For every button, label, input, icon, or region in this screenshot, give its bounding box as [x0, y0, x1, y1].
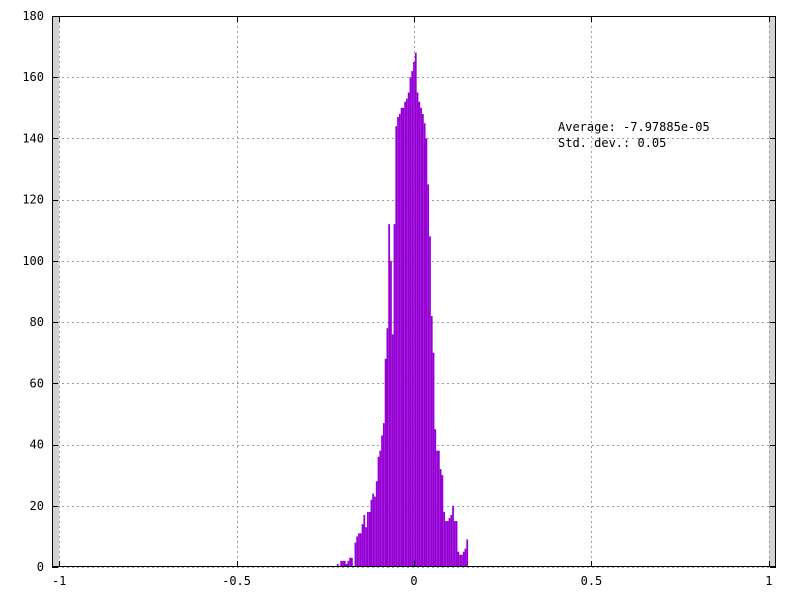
histogram-bar — [429, 236, 431, 567]
histogram-bar — [425, 138, 428, 567]
histogram-bar — [427, 184, 430, 567]
y-tick-label: 40 — [30, 438, 44, 452]
histogram-bar — [374, 496, 376, 567]
histogram-bar — [358, 533, 360, 567]
y-tick-label: 0 — [37, 560, 44, 574]
histogram-bar — [409, 77, 412, 567]
histogram-bar — [413, 61, 415, 568]
axis-ticks — [52, 16, 776, 568]
histogram-bar — [416, 92, 419, 568]
histogram-bar — [343, 560, 346, 567]
histogram-bar — [382, 423, 385, 567]
histogram-bar — [372, 493, 375, 567]
histogram-bar — [340, 560, 343, 567]
x-tick-label: 1 — [765, 574, 772, 588]
y-tick-label: 180 — [22, 9, 44, 23]
histogram-bar — [336, 563, 339, 567]
histogram-bar — [462, 551, 465, 567]
y-tick-label: 120 — [22, 193, 44, 207]
histogram-bar — [368, 511, 371, 567]
histogram-bar — [390, 260, 392, 567]
histogram-bar — [354, 542, 357, 567]
histogram-bar — [457, 551, 460, 567]
y-tick-label: 20 — [30, 499, 44, 513]
histogram-bar — [347, 560, 350, 567]
histogram-bar — [445, 521, 447, 567]
histogram-bar — [461, 554, 463, 567]
out-of-range-band — [768, 16, 776, 567]
histogram-bar — [448, 518, 451, 567]
out-of-range-band — [52, 16, 60, 567]
histogram-bar — [430, 315, 433, 567]
histogram-bar — [450, 514, 453, 567]
histogram-bar — [393, 224, 396, 567]
histogram-bar — [421, 113, 424, 567]
histogram-bar — [446, 521, 449, 567]
histogram-bar — [397, 117, 399, 568]
histogram-bar — [349, 557, 352, 567]
histogram-bar — [379, 450, 382, 567]
histogram-bar — [377, 456, 380, 567]
histogram-bars — [336, 52, 469, 568]
histogram-bar — [423, 123, 426, 567]
histogram-bar — [361, 524, 364, 567]
histogram-bar — [406, 98, 408, 568]
histogram-bar — [359, 533, 362, 567]
x-tick-label: 0 — [410, 574, 417, 588]
histogram-bar — [455, 521, 458, 567]
histogram-bar — [351, 557, 353, 567]
histogram-bar — [418, 101, 421, 567]
histogram-bar — [363, 514, 366, 567]
histogram-bar — [459, 554, 462, 567]
y-tick-label: 160 — [22, 70, 44, 84]
histogram-bar — [464, 548, 467, 567]
histogram-bar — [434, 429, 437, 567]
histogram-bar — [398, 113, 401, 567]
histogram-bar — [432, 352, 435, 567]
y-tick-label: 80 — [30, 315, 44, 329]
histogram-bar — [375, 481, 378, 567]
tick-labels: -1 -0.5 0 0.5 1 0 20 40 60 80 100 120 140 160 180 — [22, 9, 772, 588]
std-dev-annotation: Std. dev.: 0.05 — [558, 136, 666, 150]
x-tick-label: -1 — [52, 574, 66, 588]
histogram-bar — [414, 52, 417, 567]
histogram-bar — [439, 469, 442, 567]
histogram-bar — [411, 71, 414, 567]
histogram-bar — [443, 511, 446, 567]
y-tick-label: 100 — [22, 254, 44, 268]
histogram-bar — [466, 539, 469, 567]
histogram-bar — [420, 107, 422, 567]
histogram-bar — [356, 536, 359, 567]
histogram-bar — [404, 101, 407, 567]
histogram-bar — [366, 511, 369, 567]
histogram-bar — [386, 328, 389, 567]
histogram-bar — [365, 527, 367, 567]
histogram-bar — [436, 450, 438, 567]
histogram-bar — [370, 499, 373, 567]
histogram-bar — [453, 521, 456, 567]
histogram-bar — [407, 92, 410, 568]
out-of-range-bands — [52, 16, 776, 567]
histogram-bar — [452, 505, 454, 567]
histogram-bar — [441, 475, 444, 567]
histogram-bar — [384, 358, 387, 567]
histogram-bar — [342, 560, 344, 567]
x-tick-label: -0.5 — [222, 574, 251, 588]
x-tick-label: 0.5 — [581, 574, 603, 588]
histogram-bar — [400, 107, 403, 567]
histogram-bar — [437, 450, 440, 567]
average-annotation: Average: -7.97885e-05 — [558, 120, 710, 134]
histogram-bar — [391, 334, 394, 567]
y-tick-label: 140 — [22, 131, 44, 145]
histogram-bar — [395, 126, 398, 567]
histogram-bar — [402, 107, 405, 567]
histogram-bar — [388, 224, 391, 567]
histogram-bar — [345, 563, 348, 567]
y-tick-label: 60 — [30, 376, 44, 390]
histogram-bar — [381, 435, 383, 567]
